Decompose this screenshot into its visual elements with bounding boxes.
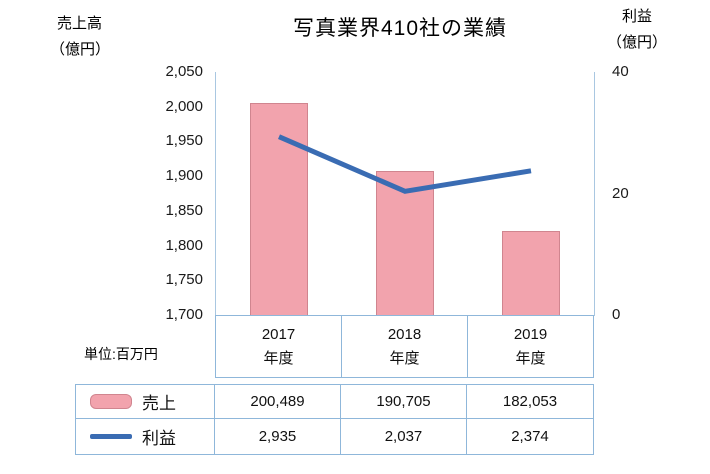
year-suffix: 年度 (515, 350, 546, 367)
sales-bar-1 (250, 103, 308, 315)
data-table: 売上 200,489 190,705 182,053 利益 2,935 2,03… (75, 384, 594, 455)
left-axis-tick: 2,050 (165, 63, 203, 80)
sales-value-2018: 190,705 (341, 385, 467, 419)
left-axis-tick: 1,950 (165, 132, 203, 149)
year-value: 2019 (513, 326, 548, 343)
plot-area (215, 72, 595, 316)
right-axis-label-line2: （億円） (607, 34, 668, 51)
left-axis-label-line2: （億円） (50, 41, 111, 58)
legend-sales-label: 売上 (142, 394, 176, 413)
left-axis-tick: 1,700 (165, 306, 203, 323)
legend-profit-label: 利益 (142, 429, 176, 448)
unit-note: 単位:百万円 (84, 346, 158, 362)
profit-value-2019: 2,374 (511, 428, 549, 445)
year-header-row: 2017 年度 2018 年度 2019 年度 (215, 315, 594, 378)
profit-value-2017: 2,935 (215, 419, 341, 454)
legend-profit: 利益 (76, 419, 215, 454)
left-axis-tick: 1,900 (165, 167, 203, 184)
left-axis-tick: 1,800 (165, 237, 203, 254)
sales-bar-2 (376, 171, 434, 315)
sales-swatch-icon (90, 394, 132, 409)
left-axis-tick: 1,750 (165, 271, 203, 288)
right-axis-tick: 40 (612, 63, 629, 80)
left-axis-tick: 1,850 (165, 202, 203, 219)
right-axis-tick: 20 (612, 185, 629, 202)
sales-bar-3 (502, 231, 560, 315)
year-cell-2018: 2018 年度 (342, 316, 468, 377)
chart-title: 写真業界410社の業績 (292, 17, 508, 40)
profit-swatch-icon (90, 434, 132, 439)
right-axis-tick: 0 (612, 306, 621, 323)
year-cell-2017: 2017 年度 (216, 316, 342, 377)
year-value: 2017 (261, 326, 296, 343)
left-axis-tick: 2,000 (165, 98, 203, 115)
year-cell-2019: 2019 年度 (468, 316, 593, 377)
profit-value-2018: 2,037 (341, 419, 467, 454)
legend-sales: 売上 (76, 385, 215, 419)
sales-value-2017: 200,489 (215, 385, 341, 419)
left-axis-label-line1: 売上高 (57, 15, 103, 32)
year-suffix: 年度 (389, 350, 420, 367)
right-axis-label-line1: 利益 (622, 8, 653, 25)
year-suffix: 年度 (263, 350, 294, 367)
sales-value-2019: 182,053 (467, 385, 593, 419)
year-value: 2018 (387, 326, 422, 343)
